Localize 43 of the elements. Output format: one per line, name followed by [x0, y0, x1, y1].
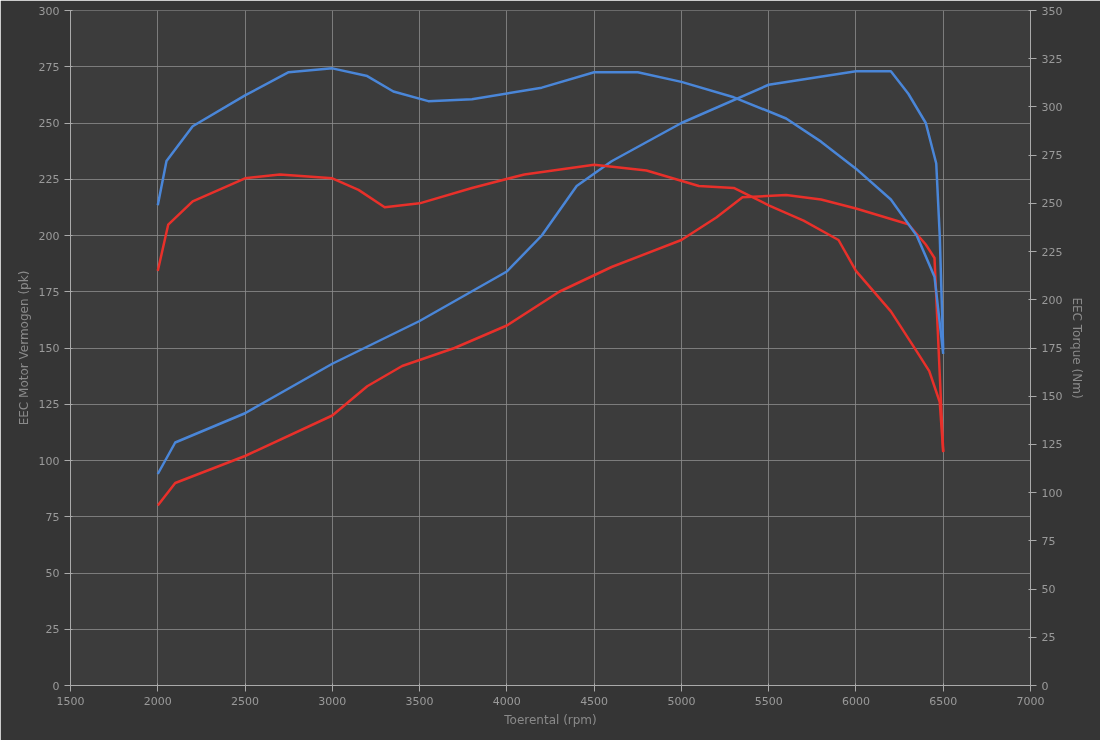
y-tick-label: 100: [38, 454, 60, 468]
y-tick-label: 0: [52, 679, 60, 693]
y2-tick-label: 200: [1041, 293, 1063, 307]
y-tick-label: 175: [38, 285, 60, 299]
y2-tick-label: 350: [1041, 4, 1063, 18]
y2-tick-label: 25: [1041, 631, 1056, 645]
x-tick-label: 3500: [405, 694, 434, 708]
y-tick-label: 300: [38, 4, 60, 18]
y2-tick-label: 75: [1041, 534, 1056, 548]
y2-tick-label: 275: [1041, 149, 1063, 163]
y2-tick-label: 50: [1041, 583, 1056, 597]
y-tick-label: 75: [45, 510, 60, 524]
y-tick-label: 125: [38, 398, 60, 412]
y-tick-label: 225: [38, 173, 60, 187]
x-tick-label: 4000: [492, 694, 521, 708]
y2-tick-label: 125: [1041, 438, 1063, 452]
y-tick-label: 150: [38, 342, 60, 355]
x-tick-label: 4500: [580, 694, 609, 708]
y-tick-label: 250: [38, 117, 60, 130]
y2-tick-label: 225: [1041, 245, 1063, 259]
y2-tick-label: 300: [1041, 100, 1063, 114]
x-tick-label: 5000: [667, 694, 696, 708]
y2-tick-label: 100: [1041, 486, 1063, 500]
x-tick-label: 2000: [143, 694, 172, 708]
y-tick-label: 50: [45, 567, 60, 580]
x-axis-title: Toerental (rpm): [503, 712, 597, 727]
y-tick-label: 200: [38, 229, 60, 243]
x-tick-label: 7000: [1016, 694, 1045, 708]
y2-axis-title: EEC Torque (Nm): [1070, 297, 1085, 399]
y-tick-label: 25: [45, 623, 60, 637]
x-tick-label: 6500: [929, 694, 958, 708]
y2-tick-label: 150: [1041, 390, 1063, 404]
y2-tick-label: 325: [1041, 52, 1063, 66]
y-axis-title: EEC Motor Vermogen (pk): [16, 270, 31, 426]
y2-tick-label: 0: [1041, 679, 1049, 693]
x-tick-label: 6000: [841, 694, 870, 708]
x-tick-label: 5500: [754, 694, 783, 708]
x-tick-label: 3000: [318, 694, 347, 708]
x-tick-label: 2500: [231, 694, 260, 708]
x-tick-label: 1500: [56, 694, 85, 708]
y2-tick-label: 250: [1041, 197, 1063, 211]
y2-tick-label: 175: [1041, 342, 1063, 355]
y-tick-label: 275: [38, 60, 60, 74]
